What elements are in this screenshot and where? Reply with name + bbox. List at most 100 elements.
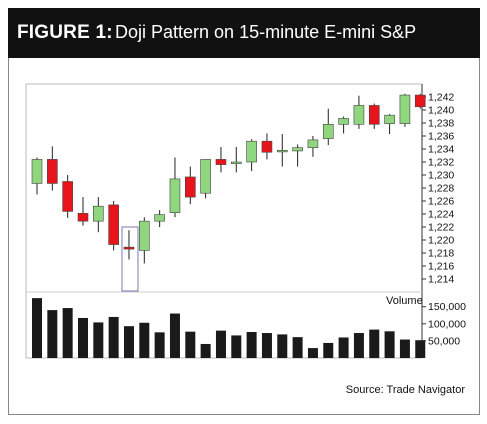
candle-body xyxy=(276,150,288,153)
price-tick-label: 1,236 xyxy=(428,131,454,143)
volume-bar xyxy=(231,335,242,358)
candle-body xyxy=(123,246,135,250)
volume-bar xyxy=(261,333,272,358)
volume-bars xyxy=(32,298,426,358)
candle-body xyxy=(338,118,349,125)
candle-body xyxy=(62,181,73,212)
price-tick-label: 1,216 xyxy=(428,261,454,273)
volume-tick-label: 150,000 xyxy=(428,301,466,313)
price-tick-label: 1,228 xyxy=(428,183,454,195)
volume-bar xyxy=(353,333,364,358)
price-tick-label: 1,232 xyxy=(428,157,454,169)
candle-body xyxy=(77,213,89,222)
volume-bar xyxy=(215,330,226,358)
candle-body xyxy=(368,105,380,125)
candle-body xyxy=(353,105,365,125)
candle-body xyxy=(384,114,395,124)
volume-bar xyxy=(123,326,134,358)
price-tick-label: 1,220 xyxy=(428,235,454,247)
candle-body xyxy=(322,124,334,139)
candle xyxy=(414,93,426,109)
figure-title: Doji Pattern on 15-minute E-mini S&P xyxy=(115,22,417,42)
candle-body xyxy=(292,147,303,152)
volume-bar xyxy=(62,308,73,358)
figure-header: FIGURE 1: Doji Pattern on 15-minute E-mi… xyxy=(8,8,480,58)
candle xyxy=(108,201,119,251)
candle-body xyxy=(108,204,119,245)
candle-body xyxy=(200,159,211,194)
price-tick-label: 1,230 xyxy=(428,170,454,182)
volume-bar xyxy=(384,331,395,358)
candle xyxy=(368,103,380,129)
candle-body xyxy=(399,94,411,124)
volume-bar xyxy=(108,316,119,358)
candle xyxy=(93,197,104,233)
figure-label: FIGURE 1: xyxy=(17,22,113,43)
candle xyxy=(185,166,196,205)
volume-bar xyxy=(369,329,380,358)
price-tick-label: 1,234 xyxy=(428,144,454,156)
volume-bar xyxy=(277,334,288,358)
price-tick-label: 1,222 xyxy=(428,222,454,234)
candle-body xyxy=(261,140,273,153)
volume-tick-label: 50,000 xyxy=(428,335,460,347)
price-tick-label: 1,240 xyxy=(428,105,454,117)
price-tick-label: 1,224 xyxy=(428,209,454,221)
candle-body xyxy=(154,214,165,222)
price-tick-label: 1,242 xyxy=(428,92,454,104)
candle xyxy=(200,159,211,199)
candle-body xyxy=(215,159,227,165)
volume-bar xyxy=(292,337,303,358)
candle xyxy=(154,210,165,227)
volume-bar xyxy=(32,298,42,358)
doji-highlight-box xyxy=(121,226,139,292)
volume-bar xyxy=(169,313,180,358)
volume-bar xyxy=(323,342,334,358)
volume-axis-label: Volume xyxy=(386,295,423,307)
volume-tick-label: 100,000 xyxy=(428,318,466,330)
volume-bar xyxy=(246,332,257,358)
price-ticks: 1,2141,2161,2181,2201,2221,2241,2261,228… xyxy=(422,92,454,286)
volume-bar xyxy=(47,310,58,358)
candle-body xyxy=(93,205,104,222)
price-tick-label: 1,238 xyxy=(428,118,454,130)
candle xyxy=(215,147,227,173)
source-note: Source: Trade Navigator xyxy=(345,384,465,396)
candle xyxy=(123,230,135,260)
candle xyxy=(322,108,334,146)
candle xyxy=(139,217,150,264)
candle xyxy=(261,133,273,160)
candles xyxy=(31,93,426,264)
candle-body xyxy=(185,176,196,198)
candle xyxy=(276,134,288,167)
candle xyxy=(399,93,411,127)
volume-bar xyxy=(399,339,410,358)
volume-bar xyxy=(154,332,165,358)
candle xyxy=(384,113,395,135)
candle-body xyxy=(31,159,43,184)
candle xyxy=(62,175,73,218)
candle xyxy=(77,197,89,226)
candle xyxy=(246,139,257,172)
price-tick-label: 1,214 xyxy=(428,274,454,286)
volume-bar xyxy=(139,322,150,358)
candle-body xyxy=(47,159,58,184)
volume-bar xyxy=(338,337,349,358)
price-tick-label: 1,226 xyxy=(428,196,454,208)
chart-frame xyxy=(8,58,480,415)
candle xyxy=(169,157,181,218)
candle-body xyxy=(307,139,319,148)
candle xyxy=(338,116,349,134)
volume-ticks: 50,000 100,000 150,000 xyxy=(422,301,466,347)
volume-bar xyxy=(415,340,426,358)
candle xyxy=(31,157,43,195)
volume-bar xyxy=(200,343,211,358)
candle-body xyxy=(414,94,426,108)
volume-bar xyxy=(307,348,318,358)
volume-bar xyxy=(185,331,196,358)
candle-body xyxy=(246,140,257,163)
candle xyxy=(230,147,242,173)
price-tick-label: 1,218 xyxy=(428,248,454,260)
volume-bar xyxy=(93,322,104,358)
